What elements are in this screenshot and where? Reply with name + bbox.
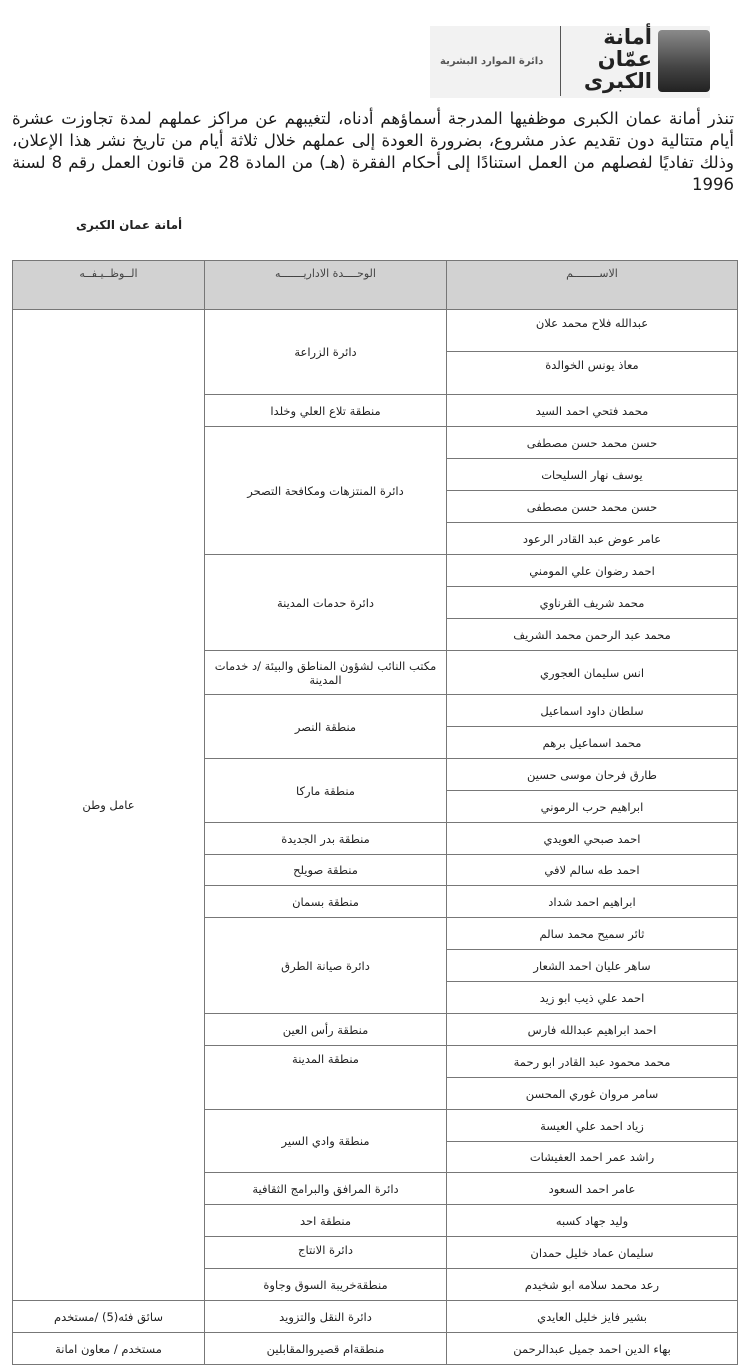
admin-unit: دائرة الزراعة [204, 309, 447, 395]
table-row: وليد جهاد كسبه منطقة احد [13, 1204, 738, 1237]
employee-name: يوسف نهار السليحات [446, 458, 738, 491]
employee-name: احمد ابراهيم عبدالله فارس [446, 1013, 738, 1046]
employee-name: معاذ يونس الخوالدة [446, 351, 738, 395]
logo-text: أمانة عمّان الكبرى [584, 26, 652, 92]
divider [560, 26, 561, 96]
admin-unit: دائرة صيانة الطرق [204, 917, 447, 1014]
employee-name: بشير فايز خليل العايدي [446, 1300, 738, 1333]
admin-unit: منطقة تلاع العلي وخلدا [204, 394, 447, 427]
amman-logo-icon [658, 30, 710, 92]
table-row: عامر احمد السعود دائرة المرافق والبرامج ا… [13, 1172, 738, 1205]
employee-name: رعد محمد سلامه ابو شخيدم [446, 1268, 738, 1301]
table-row: رعد محمد سلامه ابو شخيدم منطقةخريبة السوق… [13, 1268, 738, 1301]
table-row: سليمان عماد خليل حمدان دائرة الانتاج [13, 1236, 738, 1269]
table-row: ابراهيم حرب الرموني [13, 790, 738, 823]
admin-unit: منطقة بدر الجديدة [204, 822, 447, 855]
employee-name: محمد شريف القرناوي [446, 586, 738, 619]
table-row: محمد شريف القرناوي [13, 586, 738, 619]
table-row: عبدالله فلاح محمد علان دائرة الزراعة عامل … [12, 309, 738, 1301]
letterhead: دائرة الموارد البشرية أمانة عمّان الكبرى [430, 26, 710, 98]
table-header: الاســــــــم الوحــــدة الاداريـــــــه… [12, 260, 738, 310]
table-row: حسن محمد حسن مصطفى دائرة المنتزهات ومكافح… [13, 426, 738, 555]
table-row: بشير فايز خليل العايدي دائرة النقل والتزو… [12, 1300, 738, 1333]
admin-unit: منطقة وادي السير [204, 1109, 447, 1173]
job-title: مستخدم / معاون امانة [12, 1332, 205, 1365]
table-row: انس سليمان العجوري مكتب النائب لشؤون المن… [13, 650, 738, 695]
employee-name: محمد فتحي احمد السيد [446, 394, 738, 427]
admin-unit: منطقة المدينة [204, 1045, 447, 1110]
table-row: محمد عبد الرحمن محمد الشريف [13, 618, 738, 651]
admin-unit: منطقة بسمان [204, 885, 447, 918]
employee-name: سلطان داود اسماعيل [446, 694, 738, 727]
employee-name: ابراهيم حرب الرموني [446, 790, 738, 823]
job-title: سائق فئه(5) /مستخدم [12, 1300, 205, 1333]
table-row: سلطان داود اسماعيل منطقة النصر [13, 694, 738, 759]
employee-name: محمد اسماعيل برهم [446, 726, 738, 759]
department-name: دائرة الموارد البشرية [440, 56, 544, 67]
table-row: سامر مروان غوري المحسن [13, 1077, 738, 1110]
admin-unit: منطقة ماركا [204, 758, 447, 823]
employee-name: ثائر سميح محمد سالم [446, 917, 738, 950]
header-job: الــوظــيـفــه [12, 260, 205, 310]
table-row: معاذ يونس الخوالدة [13, 351, 738, 395]
employee-name: عبدالله فلاح محمد علان [446, 309, 738, 352]
employee-name: احمد رضوان علي المومني [446, 554, 738, 587]
employee-name: عامر عوض عبد القادر الرعود [446, 522, 738, 555]
table-row: زياد احمد علي العيسة منطقة وادي السير [13, 1109, 738, 1173]
employee-name: احمد طه سالم لافي [446, 854, 738, 886]
employee-name: حسن محمد حسن مصطفى [446, 426, 738, 459]
employee-name: انس سليمان العجوري [446, 650, 738, 695]
admin-unit: منطقة رأس العين [204, 1013, 447, 1046]
employee-name: احمد صبحي العويدي [446, 822, 738, 855]
employee-name: احمد علي ذيب ابو زيد [446, 981, 738, 1014]
table-row: محمد فتحي احمد السيد منطقة تلاع العلي وخل… [13, 394, 738, 427]
table-row: احمد رضوان علي المومني دائرة حدمات المدين… [13, 554, 738, 651]
table-row: احمد طه سالم لافي منطقة صويلح [13, 854, 738, 886]
employee-name: سامر مروان غوري المحسن [446, 1077, 738, 1110]
table-row: بهاء الدين احمد جميل عبدالرحمن منطقةام قص… [12, 1332, 738, 1365]
admin-unit: دائرة الانتاج [204, 1236, 447, 1269]
table-row: عامر عوض عبد القادر الرعود [13, 522, 738, 555]
admin-unit: دائرة المنتزهات ومكافحة التصحر [204, 426, 447, 555]
admin-unit: منطقة صويلح [204, 854, 447, 886]
logo-line: أمانة [603, 25, 652, 49]
job-title: عامل وطن [12, 309, 205, 1301]
employee-name: راشد عمر احمد العفيشات [446, 1141, 738, 1173]
admin-unit: منطقة النصر [204, 694, 447, 759]
table-row: ثائر سميح محمد سالم دائرة صيانة الطرق [13, 917, 738, 1014]
table-row: ساهر عليان احمد الشعار [13, 949, 738, 982]
employee-name: ابراهيم احمد شداد [446, 885, 738, 918]
table-row: محمد اسماعيل برهم [13, 726, 738, 759]
employee-name: ساهر عليان احمد الشعار [446, 949, 738, 982]
header-name: الاســــــــم [446, 260, 738, 310]
employee-name: عامر احمد السعود [446, 1172, 738, 1205]
admin-unit: دائرة حدمات المدينة [204, 554, 447, 651]
employee-name: زياد احمد علي العيسة [446, 1109, 738, 1142]
employee-name: بهاء الدين احمد جميل عبدالرحمن [446, 1332, 738, 1365]
employee-name: محمد محمود عبد القادر ابو رحمة [446, 1045, 738, 1078]
employee-name: طارق فرحان موسى حسين [446, 758, 738, 791]
admin-unit: منطقةام قصيروالمقابلين [204, 1332, 447, 1365]
employee-name: محمد عبد الرحمن محمد الشريف [446, 618, 738, 651]
table-row: محمد محمود عبد القادر ابو رحمة منطقة المد… [13, 1045, 738, 1110]
admin-unit: مكتب النائب لشؤون المناطق والبيئة /د خدم… [204, 650, 447, 695]
employee-name: حسن محمد حسن مصطفى [446, 490, 738, 523]
header-unit: الوحــــدة الاداريـــــــه [204, 260, 447, 310]
admin-unit: دائرة المرافق والبرامج الثقافية [204, 1172, 447, 1205]
logo-line: عمّان [597, 47, 652, 71]
admin-unit: منطقة احد [204, 1204, 447, 1237]
employees-table: الاســــــــم الوحــــدة الاداريـــــــه… [12, 260, 738, 1365]
table-row: احمد ابراهيم عبدالله فارس منطقة رأس العين [13, 1013, 738, 1046]
admin-unit: منطقةخريبة السوق وجاوة [204, 1268, 447, 1301]
logo-line: الكبرى [583, 69, 652, 93]
employee-name: وليد جهاد كسبه [446, 1204, 738, 1237]
signature: أمانة عمان الكبرى [76, 218, 183, 232]
table-row: حسن محمد حسن مصطفى [13, 490, 738, 523]
table-row: يوسف نهار السليحات [13, 458, 738, 491]
announcement-text: تنذر أمانة عمان الكبرى موظفيها المدرجة أ… [12, 109, 734, 194]
admin-unit: دائرة النقل والتزويد [204, 1300, 447, 1333]
employee-name: سليمان عماد خليل حمدان [446, 1236, 738, 1269]
